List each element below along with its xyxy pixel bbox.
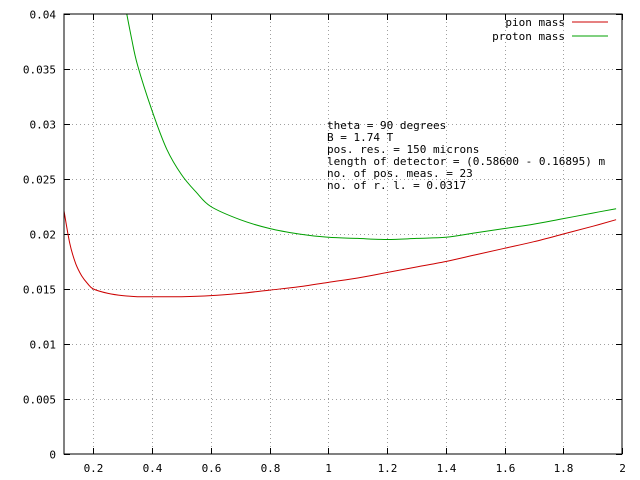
y-tick-label: 0.025: [23, 174, 56, 187]
y-tick-label: 0.02: [30, 229, 57, 242]
annotation-line: theta = 90 degrees: [327, 119, 446, 132]
annotation-line: pos. res. = 150 microns: [327, 143, 479, 156]
series-line-pion-mass: [64, 210, 617, 298]
x-tick-label: 0.6: [202, 462, 222, 475]
y-tick-label: 0.01: [30, 339, 57, 352]
plot-border: [63, 13, 623, 455]
x-tick-label: 0.2: [84, 462, 104, 475]
y-axis-tick-labels: 0 0.005 0.01 0.015 0.02 0.025 0.03 0.035 0.04: [23, 9, 56, 462]
x-tick-label: 2: [619, 462, 626, 475]
y-tick-label: 0.03: [30, 119, 57, 132]
x-axis-tick-labels: 0.2 0.4 0.6 0.8 1 1.2 1.4 1.6 1.8 2: [84, 462, 626, 475]
y-tick-label: 0.035: [23, 64, 56, 77]
annotation-line: length of detector = (0.58600 - 0.16895)…: [327, 155, 606, 168]
x-tick-label: 1.2: [378, 462, 398, 475]
legend-label-pion-mass: pion mass: [505, 16, 565, 29]
annotation-line: B = 1.74 T: [327, 131, 394, 144]
y-tick-label: 0.005: [23, 394, 56, 407]
x-tick-label: 1.4: [437, 462, 457, 475]
axis-ticks: [64, 14, 623, 455]
x-tick-label: 1.6: [496, 462, 516, 475]
annotation-line: no. of r. l. = 0.0317: [327, 179, 466, 192]
legend-label-proton-mass: proton mass: [492, 30, 565, 43]
x-tick-label: 0.4: [143, 462, 163, 475]
grid-lines: [64, 14, 622, 454]
x-tick-label: 1: [325, 462, 332, 475]
y-tick-label: 0.04: [30, 9, 57, 22]
x-tick-label: 1.8: [554, 462, 574, 475]
y-tick-label: 0: [49, 449, 56, 462]
y-tick-label: 0.015: [23, 284, 56, 297]
annotation-line: no. of pos. meas. = 23: [327, 167, 473, 180]
series-line-proton-mass: [126, 14, 617, 241]
x-tick-label: 0.8: [261, 462, 281, 475]
series-lines: [64, 14, 617, 298]
